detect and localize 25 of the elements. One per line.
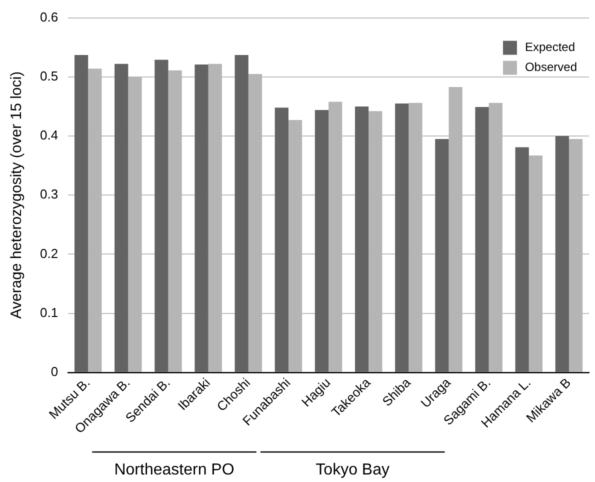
- bar: [194, 64, 208, 372]
- y-tick-label: 0.2: [40, 246, 58, 261]
- y-tick-label: 0.1: [40, 304, 58, 320]
- legend-label: Expected: [524, 40, 576, 54]
- bar: [274, 108, 288, 372]
- bar: [515, 147, 529, 372]
- legend-label: Observed: [524, 60, 578, 74]
- bar: [114, 64, 128, 372]
- bar: [234, 55, 248, 372]
- y-tick-label: 0.6: [40, 9, 58, 24]
- y-tick-label: 0.5: [40, 68, 58, 84]
- bar: [555, 136, 569, 372]
- bar: [314, 110, 329, 372]
- bar: [354, 106, 369, 372]
- bar: [395, 103, 409, 372]
- bar: [475, 107, 489, 372]
- bar: [435, 138, 449, 372]
- y-tick-label: 0.4: [40, 128, 58, 143]
- y-tick-label: 0.3: [40, 186, 58, 202]
- text: Tokyo Bay: [316, 461, 390, 478]
- y-tick-label: 0: [50, 364, 58, 379]
- text: Northeastern PO: [114, 461, 234, 478]
- bar: [154, 60, 168, 372]
- bar: [74, 55, 88, 372]
- y-axis-title: Average heterozygosity (over 15 loci): [8, 71, 26, 319]
